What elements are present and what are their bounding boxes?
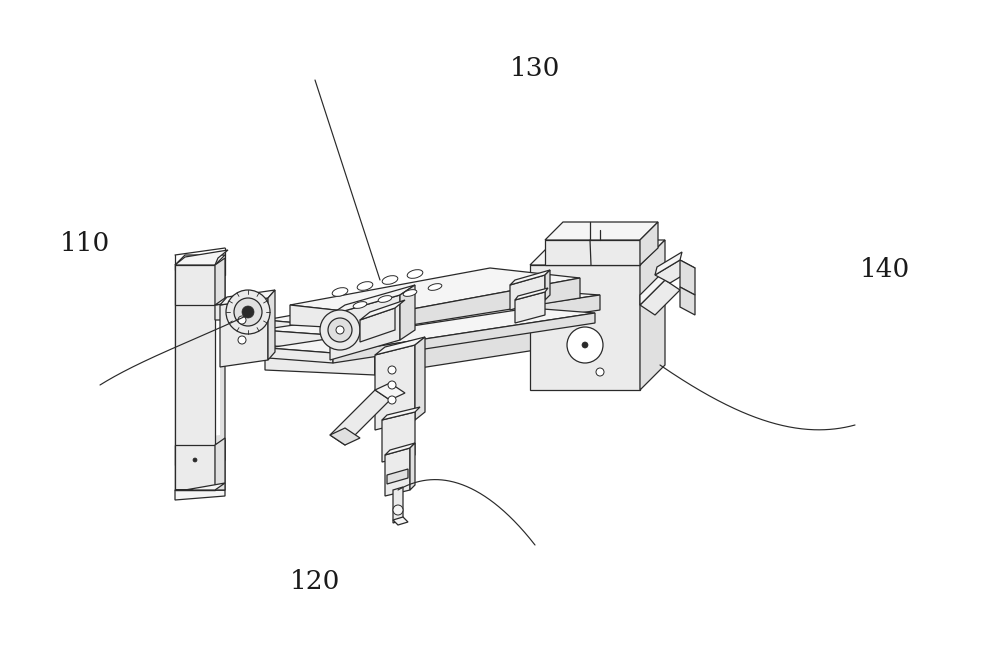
Polygon shape (333, 313, 595, 363)
Polygon shape (215, 300, 255, 320)
Polygon shape (545, 222, 658, 240)
Circle shape (226, 290, 270, 334)
Circle shape (582, 342, 588, 348)
Polygon shape (385, 448, 410, 496)
Polygon shape (655, 260, 695, 283)
Polygon shape (382, 407, 420, 420)
Polygon shape (175, 483, 225, 490)
Polygon shape (375, 337, 425, 355)
Polygon shape (260, 290, 600, 335)
Polygon shape (330, 428, 360, 445)
Polygon shape (220, 298, 268, 367)
Ellipse shape (378, 296, 392, 302)
Polygon shape (387, 469, 408, 484)
Polygon shape (175, 265, 215, 490)
Circle shape (238, 336, 246, 344)
Polygon shape (385, 443, 415, 455)
Polygon shape (180, 270, 220, 440)
Circle shape (388, 396, 396, 404)
Polygon shape (415, 337, 425, 420)
Text: 120: 120 (290, 569, 340, 594)
Polygon shape (545, 240, 640, 265)
Polygon shape (330, 285, 415, 315)
Polygon shape (515, 292, 545, 323)
Ellipse shape (353, 302, 367, 308)
Ellipse shape (382, 276, 398, 284)
Polygon shape (215, 258, 225, 305)
Polygon shape (510, 275, 545, 310)
Ellipse shape (332, 288, 348, 296)
Polygon shape (220, 290, 275, 305)
Circle shape (320, 310, 360, 350)
Circle shape (234, 298, 262, 326)
Polygon shape (393, 487, 403, 523)
Polygon shape (655, 252, 682, 275)
Circle shape (328, 318, 352, 342)
Ellipse shape (428, 283, 442, 291)
Polygon shape (265, 280, 600, 330)
Ellipse shape (403, 290, 417, 296)
Polygon shape (680, 260, 695, 295)
Polygon shape (393, 517, 408, 525)
Polygon shape (175, 265, 215, 305)
Polygon shape (175, 490, 225, 500)
Polygon shape (175, 250, 228, 265)
Polygon shape (260, 330, 330, 350)
Circle shape (596, 368, 604, 376)
Polygon shape (268, 308, 595, 353)
Ellipse shape (407, 270, 423, 278)
Polygon shape (380, 278, 580, 330)
Polygon shape (375, 345, 415, 430)
Polygon shape (330, 295, 600, 350)
Polygon shape (175, 445, 215, 490)
Circle shape (242, 306, 254, 318)
Polygon shape (215, 438, 225, 490)
Polygon shape (290, 305, 380, 330)
Polygon shape (680, 287, 695, 315)
Polygon shape (530, 240, 665, 265)
Circle shape (393, 505, 403, 515)
Polygon shape (268, 290, 275, 360)
Circle shape (336, 326, 344, 334)
Polygon shape (510, 270, 550, 285)
Circle shape (388, 381, 396, 389)
Polygon shape (400, 285, 415, 340)
Circle shape (193, 458, 197, 462)
Polygon shape (530, 265, 640, 390)
Polygon shape (215, 293, 258, 305)
Polygon shape (175, 265, 215, 465)
Polygon shape (175, 255, 225, 265)
Circle shape (388, 366, 396, 374)
Polygon shape (290, 268, 580, 315)
Polygon shape (360, 308, 395, 342)
Text: 140: 140 (860, 257, 910, 282)
Polygon shape (640, 240, 665, 390)
Polygon shape (330, 295, 400, 360)
Polygon shape (360, 300, 405, 320)
Text: 130: 130 (510, 56, 560, 81)
Text: 110: 110 (60, 231, 110, 256)
Polygon shape (215, 260, 225, 465)
Polygon shape (215, 440, 225, 490)
Ellipse shape (357, 281, 373, 291)
Polygon shape (255, 293, 265, 320)
Polygon shape (640, 280, 680, 315)
Circle shape (567, 327, 603, 363)
Polygon shape (545, 270, 550, 300)
Polygon shape (640, 270, 665, 305)
Polygon shape (382, 412, 415, 462)
Polygon shape (640, 222, 658, 265)
Polygon shape (375, 290, 600, 375)
Polygon shape (330, 390, 390, 445)
Circle shape (238, 316, 246, 324)
Polygon shape (515, 288, 548, 300)
Polygon shape (410, 443, 415, 490)
Polygon shape (375, 383, 405, 400)
Polygon shape (268, 348, 333, 363)
Polygon shape (175, 445, 215, 490)
Polygon shape (265, 320, 375, 375)
